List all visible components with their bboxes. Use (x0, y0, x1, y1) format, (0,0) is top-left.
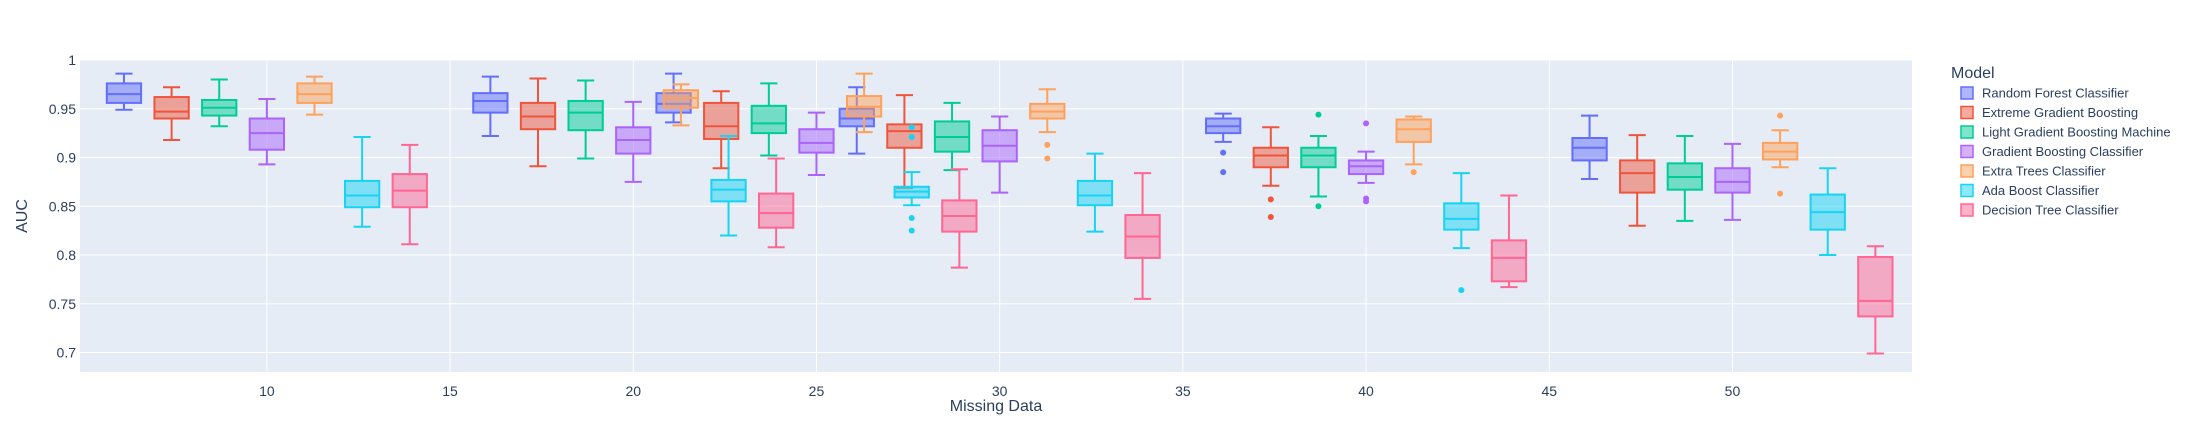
x-tick-label: 50 (1725, 383, 1741, 399)
x-tick-label: 40 (1358, 383, 1374, 399)
box (1571, 137, 1608, 162)
legend-item: Ada Boost Classifier (1960, 183, 2100, 198)
box (567, 99, 604, 132)
series-extreme-gradient-boosting (153, 77, 1656, 227)
box (1714, 167, 1751, 194)
box (758, 192, 795, 229)
legend-title: Model (1951, 65, 1995, 82)
box (886, 123, 923, 149)
box (798, 128, 835, 154)
legend-item: Decision Tree Classifier (1960, 203, 2119, 218)
legend-label: Decision Tree Classifier (1982, 203, 2119, 218)
y-tick-label: 0.9 (57, 150, 77, 166)
plot-background (80, 60, 1912, 372)
outlier-point (908, 227, 915, 234)
outlier-point (1220, 169, 1227, 176)
box (1443, 202, 1480, 231)
x-axis-title: Missing Data (950, 398, 1043, 415)
outlier-point (908, 134, 915, 141)
outlier-point (1777, 112, 1784, 119)
legend-label: Extreme Gradient Boosting (1982, 105, 2138, 120)
outlier-point (1777, 190, 1784, 197)
outlier-point (1267, 196, 1274, 203)
legend-swatch (1960, 183, 1974, 198)
box-series (105, 72, 1894, 355)
outlier-point (1315, 203, 1322, 210)
outlier-point (1044, 155, 1051, 162)
legend-item: Random Forest Classifier (1960, 86, 2129, 101)
legend-swatch (1960, 86, 1974, 100)
outlier-point (1315, 111, 1322, 118)
legend-label: Light Gradient Boosting Machine (1982, 125, 2171, 140)
series-extra-trees-classifier (296, 72, 1799, 197)
x-tick-label: 35 (1175, 383, 1191, 399)
box (1619, 159, 1656, 194)
y-axis-ticks: 0.7 0.75 0.8 0.85 0.9 0.95 1 (49, 52, 76, 361)
box (1076, 179, 1114, 207)
outlier-point (1363, 120, 1370, 127)
box (703, 101, 740, 140)
outlier-point (1363, 198, 1370, 205)
box (1857, 255, 1894, 318)
y-tick-label: 0.85 (49, 198, 76, 214)
legend-label: Ada Boost Classifier (1982, 183, 2100, 198)
x-axis-ticks: 10 15 20 25 30 35 40 45 50 (259, 383, 1740, 399)
legend-item: Extra Trees Classifier (1960, 164, 2106, 179)
series-ada-boost-classifier (343, 124, 1846, 294)
legend-label: Random Forest Classifier (1982, 86, 2129, 101)
box (472, 92, 509, 114)
y-tick-label: 0.75 (49, 296, 76, 312)
legend-label: Extra Trees Classifier (1982, 164, 2106, 179)
legend-item: Gradient Boosting Classifier (1960, 144, 2144, 159)
y-axis-title: AUC (14, 199, 31, 233)
legend-label: Gradient Boosting Classifier (1982, 144, 2144, 159)
box (1300, 146, 1337, 169)
box (1395, 118, 1432, 143)
x-tick-label: 45 (1541, 383, 1557, 399)
outlier-point (1410, 169, 1417, 176)
x-tick-label: 25 (809, 383, 825, 399)
y-tick-label: 0.8 (57, 247, 77, 263)
series-gradient-boosting-classifier (248, 98, 1751, 221)
legend-swatch (1960, 164, 1974, 178)
legend-item: Light Gradient Boosting Machine (1960, 125, 2171, 140)
legend-swatch (1960, 125, 1974, 139)
legend-swatch (1960, 144, 1974, 159)
x-tick-label: 10 (259, 383, 275, 399)
legend-swatch (1960, 203, 1974, 217)
legend: Model Random Forest Classifier Extreme Gr… (1951, 65, 2171, 218)
outlier-point (1267, 213, 1274, 220)
outlier-point (1220, 149, 1227, 156)
legend-item: Extreme Gradient Boosting (1960, 105, 2138, 120)
outlier-point (908, 124, 915, 131)
x-tick-label: 30 (992, 383, 1008, 399)
legend-swatch (1960, 105, 1974, 120)
y-tick-label: 1 (68, 52, 76, 68)
y-tick-label: 0.7 (57, 345, 77, 361)
y-tick-label: 0.95 (49, 101, 76, 117)
x-tick-label: 15 (442, 383, 458, 399)
box (343, 179, 381, 209)
box (1252, 146, 1289, 169)
x-tick-label: 20 (625, 383, 641, 399)
outlier-point (908, 214, 915, 221)
box (750, 104, 787, 135)
series-light-gradient-boosting-machine (201, 78, 1703, 222)
box (1490, 239, 1528, 283)
box (153, 96, 190, 120)
outlier-point (1458, 287, 1465, 294)
outlier-point (1044, 141, 1051, 148)
series-decision-tree-classifier (391, 143, 1894, 355)
